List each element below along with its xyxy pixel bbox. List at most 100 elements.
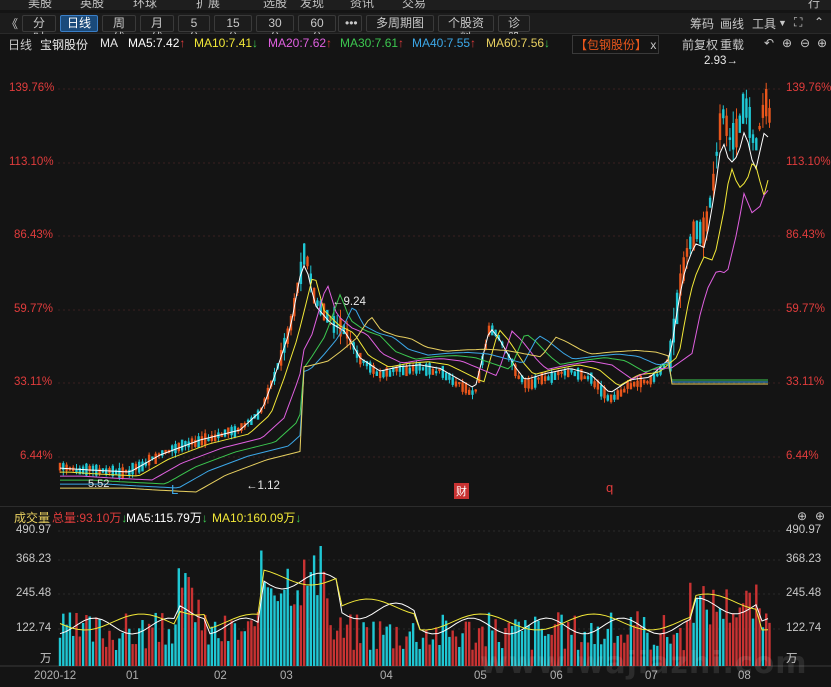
volume-bar (309, 572, 312, 666)
volume-bar (369, 649, 372, 666)
candle-body (147, 454, 151, 466)
volume-bar (91, 641, 95, 666)
volume-bar (662, 615, 666, 666)
period-label: 日线 (8, 38, 33, 52)
volume-bar (177, 568, 180, 666)
candle-body (451, 377, 454, 385)
volume-bar (633, 625, 636, 666)
volume-bar (289, 605, 293, 666)
candle-body (124, 469, 128, 473)
candle-body (88, 465, 91, 472)
volume-bar (144, 648, 147, 666)
volume-bar (65, 624, 68, 666)
nav-uk[interactable]: 英股 (80, 0, 105, 10)
candle-body (695, 220, 699, 240)
volume-bar (230, 620, 233, 666)
zoom-in-icon[interactable]: ⊕ (782, 36, 793, 50)
q-marker[interactable]: q (606, 480, 614, 495)
volume-bar (250, 620, 253, 666)
collapse-icon[interactable]: ⌃ (814, 15, 825, 29)
nav-discover[interactable]: 发现 (300, 0, 325, 10)
finance-marker[interactable]: 财 (454, 483, 469, 499)
candle-body (375, 371, 378, 376)
tools-chevron-icon[interactable]: ▼ (778, 18, 787, 28)
volume-bar (283, 589, 286, 666)
candle-body (656, 373, 659, 377)
candle-body (190, 438, 194, 445)
candle-body (428, 363, 431, 375)
volume-bar (755, 584, 758, 666)
volume-bar (444, 620, 448, 666)
candle-body (609, 394, 613, 403)
candle-body (408, 367, 411, 374)
volume-bar (223, 615, 227, 666)
volume-label[interactable]: 成交量 (14, 511, 51, 525)
candle-body (174, 443, 177, 454)
nav-global[interactable]: 环球 (133, 0, 158, 10)
compare-tag[interactable]: 【包钢股份】 x (572, 35, 660, 54)
nav-news[interactable]: 资讯 (350, 0, 375, 10)
candle-body (303, 243, 306, 265)
candle-body (685, 248, 689, 257)
candle-body (319, 301, 322, 315)
nav-prev-icon[interactable]: 《 (6, 17, 19, 31)
nav-trade[interactable]: 交易 (402, 0, 427, 10)
volume-bar (606, 628, 609, 666)
volume-options-icon[interactable]: ⊕ (815, 509, 826, 523)
candle-body (735, 118, 738, 148)
volume-bar (114, 650, 118, 666)
close-icon[interactable]: x (650, 38, 657, 52)
low-annotation: ←1.12 (246, 480, 280, 492)
candle-body (200, 436, 204, 446)
nav-ext[interactable]: 扩展 (196, 0, 221, 10)
ma40-value: MA40:7.55↑ (412, 36, 477, 50)
candle-body (237, 427, 240, 432)
volume-bar (751, 618, 755, 666)
fullscreen-icon[interactable]: ⛶ (794, 15, 803, 29)
volume-zoom-in-icon[interactable]: ⊕ (797, 509, 808, 523)
volume-bar (547, 634, 550, 666)
volume-bar (745, 590, 748, 666)
volume-bar (613, 642, 616, 666)
zoom-out-icon[interactable]: ⊖ (800, 36, 811, 50)
volume-bar (316, 595, 319, 666)
volume-bar (217, 638, 220, 666)
candle-body (722, 109, 725, 119)
candle-body (487, 325, 491, 336)
candle-body (388, 370, 392, 377)
chips-button[interactable]: 筹码 (690, 17, 715, 31)
adjust-button[interactable]: 前复权 (682, 38, 719, 52)
candle-body (395, 366, 398, 372)
l-marker[interactable]: L (171, 482, 179, 497)
volume-bar (141, 620, 144, 666)
price-axis-left-3: 59.77% (14, 303, 54, 315)
tools-button[interactable]: 工具 (752, 17, 777, 31)
draw-button[interactable]: 画线 (720, 17, 745, 31)
more-button[interactable]: ••• (338, 15, 362, 32)
candle-body (633, 381, 636, 387)
undo-icon[interactable]: ↶ (764, 36, 775, 50)
nav-select[interactable]: 选股 (263, 0, 288, 10)
volume-bar (336, 630, 339, 666)
candle-body (213, 434, 217, 441)
candle-body (365, 360, 369, 367)
volume-bar (240, 631, 243, 666)
nav-us[interactable]: 美股 (28, 0, 53, 10)
more-options-icon[interactable]: ⊕ (817, 36, 828, 50)
volume-bar (263, 581, 266, 666)
x-label-6: 06 (550, 670, 563, 682)
period-daily[interactable]: 日线 (60, 15, 98, 32)
volume-bar (557, 612, 560, 666)
candle-body (151, 456, 154, 459)
nav-quote[interactable]: 行情 (808, 0, 821, 10)
ma-label[interactable]: MA (100, 36, 118, 50)
volume-bar (296, 590, 299, 666)
candle-body (362, 359, 365, 364)
candle-body (441, 365, 444, 378)
volume-bar (303, 559, 306, 666)
reset-button[interactable]: 重载 (720, 38, 745, 52)
volume-bar (62, 613, 65, 666)
candle-body (418, 362, 421, 371)
volume-bar (738, 607, 741, 666)
